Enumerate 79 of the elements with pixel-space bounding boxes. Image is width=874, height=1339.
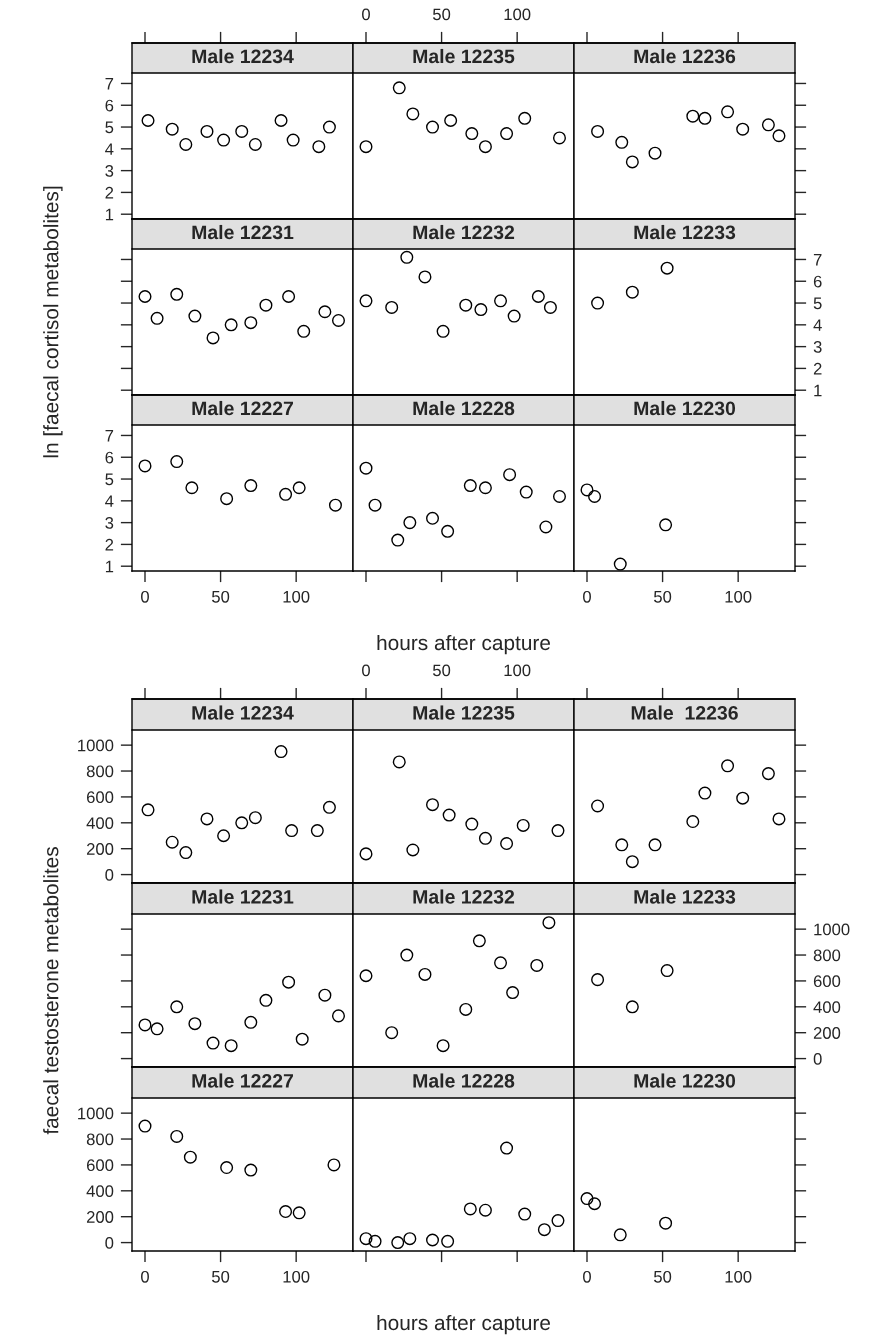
y-tick-label: 3 [813,341,822,353]
chart-title: Male 12233 [634,224,736,240]
chart-title: Male 12235 [413,705,515,720]
x-tick-label: 0 [583,590,591,603]
y-tick-label: 200 [86,843,114,855]
y-tick-label: 800 [86,1133,114,1146]
y-tick-label: 400 [813,1001,841,1014]
y-tick-label: 200 [86,1211,114,1223]
chart-title: Male 12228 [413,400,515,416]
chart-title: Male 12230 [634,400,736,416]
x-tick-label: 0 [362,664,370,677]
y-tick-label: 0 [813,1052,822,1065]
x-tick-label: 0 [141,1270,149,1283]
y-tick-label: 7 [105,78,114,90]
chart-title: Male 12236 [631,705,738,720]
x-tick-label: 100 [725,1270,752,1283]
x-tick-label: 100 [725,590,752,603]
chart-title: Male 12234 [192,705,294,720]
y-tick-label: 5 [105,473,114,486]
y-tick-label: 600 [86,1159,114,1172]
chart-title: Male 12231 [192,224,294,240]
y-tick-label: 2 [813,362,822,375]
y-tick-label: 2 [105,186,114,199]
y-tick-label: 3 [105,165,114,177]
y-tick-label: 1 [105,208,114,221]
y-tick-label: 800 [86,765,114,778]
y-tick-label: 600 [86,791,114,804]
y-tick-label: 200 [813,1027,841,1039]
chart-title: Male 12230 [634,1073,736,1088]
chart-title: Male 12235 [413,48,515,64]
chart-title: Male 12227 [192,1073,293,1088]
x-tick-label: 0 [583,1270,591,1283]
x-tick-label: 100 [283,1270,310,1283]
y-tick-label: 800 [813,949,841,962]
y-tick-label: 1000 [814,923,850,936]
y-tick-label: 0 [105,868,114,881]
x-tick-label: 50 [432,8,451,21]
y-axis-title: faecal testosterone metabolites [43,847,59,1135]
x-tick-label: 100 [283,590,310,603]
x-axis-title: hours after capture [377,1314,551,1335]
y-tick-label: 1 [814,384,822,397]
chart-title: Male 12233 [634,889,736,904]
x-tick-label: 50 [432,664,451,677]
x-tick-label: 50 [653,1270,672,1283]
y-tick-label: 4 [813,319,822,331]
y-tick-label: 6 [813,275,822,288]
chart-title: Male 12228 [413,1073,515,1088]
y-tick-label: 0 [105,1236,114,1249]
y-tick-label: 600 [813,975,841,988]
chart-title: Male 12234 [192,48,294,64]
chart-title: Male 12231 [192,889,294,904]
x-tick-label: 100 [504,664,531,677]
chart-title: Male 12236 [634,48,736,64]
y-tick-label: 1000 [78,1107,114,1120]
y-tick-label: 7 [105,430,114,442]
chart-title: Male 12232 [413,224,515,240]
x-tick-label: 0 [362,8,370,21]
y-tick-label: 5 [813,297,822,310]
x-tick-label: 50 [211,590,230,603]
y-tick-label: 4 [105,495,114,507]
y-tick-label: 400 [86,1185,114,1198]
y-tick-label: 4 [105,143,114,155]
y-tick-label: 6 [105,99,114,112]
y-tick-label: 3 [105,517,114,529]
chart-title: Male 12232 [413,889,515,904]
x-tick-label: 50 [211,1270,230,1283]
x-tick-label: 50 [653,590,672,603]
y-axis-title: ln [faecal cortisol metabolites] [43,186,63,458]
y-tick-label: 1 [105,560,114,573]
x-tick-label: 0 [141,590,149,603]
chart-title: Male 12227 [192,400,293,416]
y-tick-label: 6 [105,451,114,464]
y-tick-label: 1000 [78,739,114,752]
y-tick-label: 400 [86,817,114,830]
y-tick-label: 2 [105,538,114,551]
x-tick-label: 100 [504,8,531,21]
y-tick-label: 7 [813,254,822,266]
x-axis-title: hours after capture [377,634,551,655]
y-tick-label: 5 [105,121,114,134]
